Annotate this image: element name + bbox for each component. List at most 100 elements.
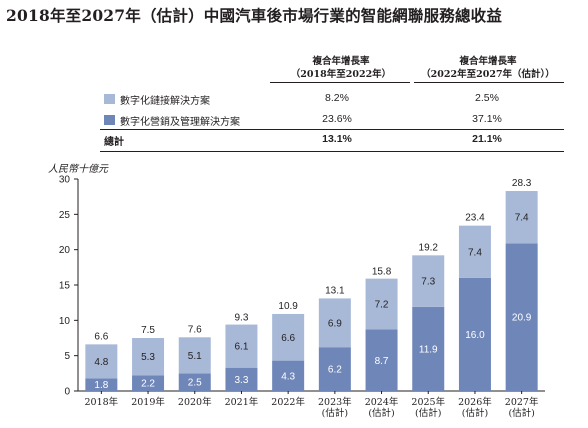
bar-segment-marketing: [178, 373, 211, 391]
bar-segment-marketing: [318, 347, 351, 391]
x-tick-label: (估計): [322, 407, 348, 419]
cagr-total-value: 13.1%: [322, 133, 352, 145]
bar-value-label: 2.2: [141, 379, 155, 390]
bar-value-label: 2.5: [188, 378, 202, 389]
bar-segment-linking: [318, 298, 351, 348]
bar-segment-linking: [132, 338, 165, 376]
bar-segment-linking: [85, 344, 118, 379]
cagr-header-1-line1: 複合年增長率: [312, 56, 370, 67]
y-tick-label: 0: [64, 387, 70, 398]
x-tick-label: (估計): [508, 407, 534, 419]
bar-value-label: 4.8: [94, 357, 108, 368]
cagr-row-linking: 數字化鏈接解決方案 8.2% 2.5%: [0, 89, 588, 109]
cagr-value: 8.2%: [325, 92, 349, 104]
x-tick-label: 2027年: [505, 396, 539, 408]
x-tick-label: (估計): [415, 407, 441, 419]
bar-segment-linking: [412, 255, 445, 307]
y-tick-label: 20: [59, 245, 71, 256]
bar-total-label: 10.9: [278, 301, 298, 312]
bar-value-label: 6.1: [234, 342, 248, 353]
y-tick-label: 5: [64, 351, 70, 362]
x-tick-label: 2024年: [365, 396, 399, 408]
y-tick-label: 10: [59, 316, 71, 327]
bar-value-label: 6.9: [328, 318, 342, 329]
bar-value-label: 5.1: [188, 351, 202, 362]
bar-value-label: 7.3: [421, 277, 435, 288]
cagr-header-1: 複合年增長率 （2018年至2022年）: [272, 55, 410, 81]
bar-total-label: 28.3: [512, 178, 532, 189]
cagr-header-2: 複合年增長率 （2022年至2027年（估計））: [414, 55, 562, 81]
bar-value-label: 1.8: [94, 380, 108, 391]
x-tick-label: 2021年: [225, 396, 259, 408]
bar-segment-marketing: [458, 277, 491, 391]
x-tick-label: 2023年: [318, 396, 352, 408]
cagr-row-total: 總計 13.1% 21.1%: [0, 130, 588, 150]
bar-total-label: 13.1: [325, 285, 345, 296]
y-tick-label: 25: [59, 210, 71, 221]
bar-segment-linking: [225, 324, 258, 368]
cagr-value: 23.6%: [322, 113, 352, 125]
y-tick-label: 15: [59, 281, 71, 292]
y-tick-label: 30: [59, 175, 71, 186]
bar-total-label: 19.2: [419, 242, 439, 253]
bar-segment-marketing: [85, 378, 118, 391]
total-rule-bottom: [100, 151, 564, 152]
header-rule-1: [270, 82, 410, 83]
bar-value-label: 4.3: [281, 371, 295, 382]
chart-title: 2018年至2027年（估計）中國汽車後市場行業的智能網聯服務總收益: [6, 6, 503, 25]
bar-total-label: 7.6: [188, 324, 202, 335]
bar-segment-linking: [272, 313, 305, 361]
bar-segment-marketing: [225, 367, 258, 391]
x-tick-label: 2025年: [411, 396, 445, 408]
cagr-row-marketing: 數字化營銷及管理解決方案 23.6% 37.1%: [0, 110, 588, 130]
bar-total-label: 9.3: [234, 312, 248, 323]
bar-segment-marketing: [132, 375, 165, 391]
x-tick-label: 2026年: [458, 396, 492, 408]
bar-value-label: 11.9: [419, 344, 438, 355]
bar-segment-linking: [178, 337, 211, 374]
bar-segment-marketing: [505, 243, 538, 391]
cagr-header-2-line2: （2022年至2027年（估計））: [421, 69, 555, 80]
bar-value-label: 6.6: [281, 333, 295, 344]
legend-swatch-linking: [104, 94, 115, 104]
total-rule-top: [100, 129, 564, 130]
bar-segment-linking: [505, 191, 538, 244]
bar-segment-marketing: [412, 306, 445, 391]
legend-swatch-marketing: [104, 115, 115, 125]
bar-total-label: 6.6: [94, 331, 108, 342]
cagr-value: 37.1%: [472, 113, 502, 125]
bar-segment-linking: [458, 225, 491, 278]
bar-value-label: 7.2: [375, 300, 389, 311]
x-tick-label: (估計): [462, 407, 488, 419]
bar-segment-marketing: [365, 329, 398, 391]
legend-label-linking: 數字化鏈接解決方案: [120, 96, 210, 107]
bar-segment-linking: [365, 278, 398, 330]
bar-value-label: 6.2: [328, 365, 342, 376]
bar-total-label: 7.5: [141, 325, 155, 336]
bar-value-label: 7.4: [515, 213, 529, 224]
x-tick-label: (估計): [368, 407, 394, 419]
bar-value-label: 3.3: [234, 375, 248, 386]
bar-value-label: 8.7: [375, 356, 389, 367]
bar-value-label: 7.4: [468, 247, 482, 258]
header-rule-2: [414, 82, 564, 83]
cagr-total-value: 21.1%: [472, 133, 502, 145]
cagr-value: 2.5%: [475, 92, 499, 104]
x-tick-label: 2020年: [178, 396, 212, 408]
x-tick-label: 2018年: [85, 396, 119, 408]
legend-label-marketing: 數字化營銷及管理解決方案: [120, 117, 240, 128]
x-tick-label: 2019年: [131, 396, 165, 408]
x-tick-label: 2022年: [271, 396, 305, 408]
bar-segment-marketing: [272, 360, 305, 391]
cagr-table: 複合年增長率 （2018年至2022年） 複合年增長率 （2022年至2027年…: [0, 30, 588, 160]
cagr-header-2-line1: 複合年增長率: [459, 56, 517, 67]
bar-value-label: 5.3: [141, 352, 155, 363]
bar-value-label: 20.9: [512, 313, 532, 324]
bar-total-label: 23.4: [465, 213, 485, 224]
bar-value-label: 16.0: [465, 330, 485, 341]
cagr-header-1-line2: （2018年至2022年）: [290, 69, 392, 80]
y-axis-unit: 人民幣十億元: [48, 164, 108, 175]
total-label: 總計: [104, 137, 124, 148]
bar-total-label: 15.8: [372, 266, 392, 277]
